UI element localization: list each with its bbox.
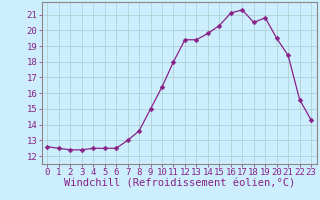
X-axis label: Windchill (Refroidissement éolien,°C): Windchill (Refroidissement éolien,°C) [64,179,295,189]
